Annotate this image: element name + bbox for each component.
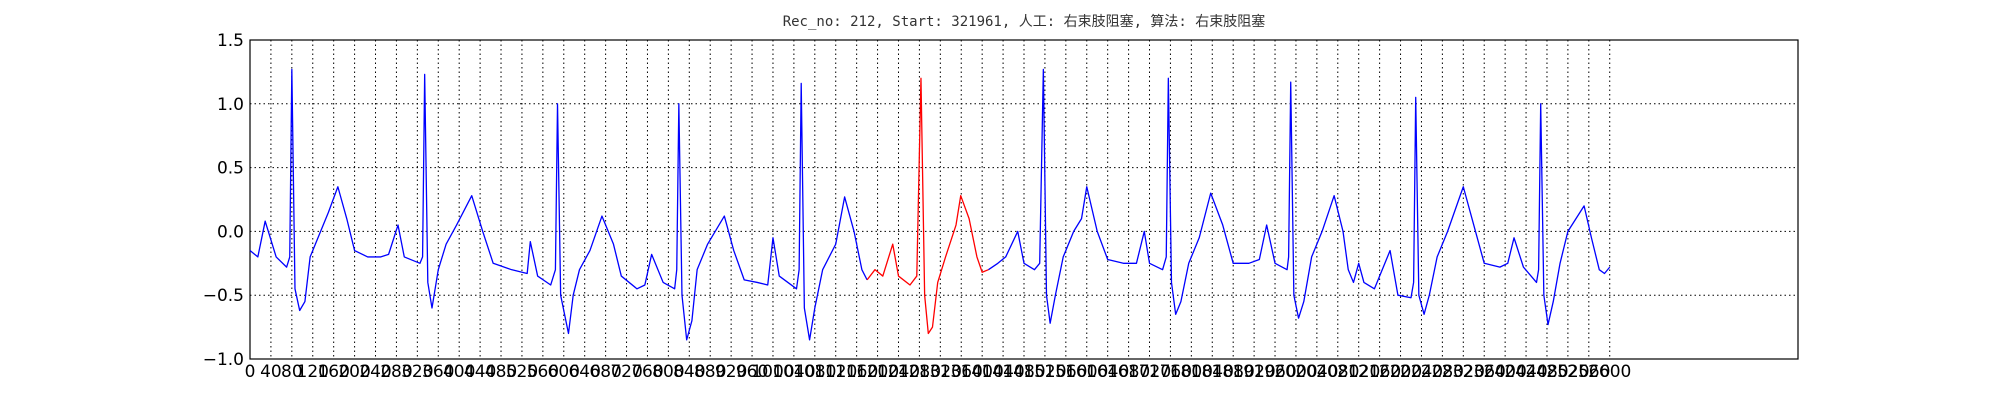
x-tick-label: 1680 [1107,362,1150,382]
y-tick-label: 1.5 [217,31,244,51]
x-tick-label: 960 [736,362,768,382]
y-tick-label: −0.5 [203,286,244,306]
x-tick-label: 560 [527,362,559,382]
x-tick-label: 2240 [1400,362,1443,382]
x-tick-label: 200 [338,362,370,382]
x-tick-label: 440 [464,362,496,382]
x-tick-label: 1400 [961,362,1004,382]
x-tick-label: 400 [443,362,475,382]
x-tick-label: 1960 [1253,362,1296,382]
x-tick-label: 1600 [1065,362,1108,382]
x-tick-label: 2200 [1379,362,1422,382]
ecg-line [249,68,1611,341]
x-tick-label: 1360 [940,362,983,382]
x-tick-label: 160 [317,362,349,382]
x-tick-label: 2120 [1337,362,1380,382]
y-tick-label: 1.0 [217,95,244,115]
x-tick-label: 1480 [1002,362,1045,382]
x-tick-label: 280 [380,362,412,382]
x-tick-label: 2480 [1525,362,1568,382]
x-tick-label: 120 [297,362,329,382]
x-tick-label: 2000 [1274,362,1317,382]
x-tick-label: 1840 [1191,362,1234,382]
y-tick-label: −1.0 [203,350,244,370]
x-tick-label: 1920 [1232,362,1275,382]
x-tick-label: 320 [401,362,433,382]
x-tick-label: 80 [281,362,303,382]
x-tick-label: 1560 [1044,362,1087,382]
x-tick-label: 2160 [1358,362,1401,382]
x-tick-label: 1440 [981,362,1024,382]
x-tick-label: 240 [359,362,391,382]
x-tick-label: 1000 [751,362,794,382]
x-tick-label: 760 [631,362,663,382]
x-tick-label: 880 [694,362,726,382]
x-tick-label: 840 [673,362,705,382]
x-tick-label: 800 [652,362,684,382]
x-tick-label: 520 [506,362,538,382]
x-tick-label: 1520 [1023,362,1066,382]
chart-title: Rec_no: 212, Start: 321961, 人工: 右束肢阻塞, 算… [783,13,1266,30]
x-tick-label: 1040 [772,362,815,382]
x-tick-label: 2360 [1463,362,1506,382]
x-tick-label: 2600 [1588,362,1631,382]
x-tick-label: 1640 [1086,362,1129,382]
x-tick-label: 920 [715,362,747,382]
x-tick-label: 1760 [1149,362,1192,382]
x-tick-label: 1080 [793,362,836,382]
x-tick-label: 1240 [877,362,920,382]
x-tick-label: 2560 [1567,362,1610,382]
y-tick-label: 0.5 [217,159,244,179]
x-tick-label: 2080 [1316,362,1359,382]
x-tick-label: 720 [610,362,642,382]
x-tick-label: 2040 [1295,362,1338,382]
x-tick-label: 40 [260,362,282,382]
x-tick-label: 2280 [1421,362,1464,382]
x-tick-label: 1320 [919,362,962,382]
x-tick-label: 360 [422,362,454,382]
x-tick-label: 1800 [1170,362,1213,382]
x-tick-label: 1120 [814,362,857,382]
x-tick-label: 2440 [1504,362,1547,382]
x-tick-label: 600 [548,362,580,382]
ecg-line [866,77,989,335]
y-tick-label: 0.0 [217,222,244,242]
x-tick-label: 2520 [1546,362,1589,382]
x-tick-label: 1200 [856,362,899,382]
x-tick-label: 1160 [835,362,878,382]
x-tick-label: 1280 [898,362,941,382]
x-tick-label: 1880 [1212,362,1255,382]
x-tick-label: 640 [568,362,600,382]
x-tick-label: 2320 [1442,362,1485,382]
x-tick-label: 0 [245,362,256,382]
x-tick-label: 480 [485,362,517,382]
x-tick-label: 2400 [1484,362,1527,382]
x-tick-label: 680 [589,362,621,382]
x-tick-label: 1720 [1128,362,1171,382]
